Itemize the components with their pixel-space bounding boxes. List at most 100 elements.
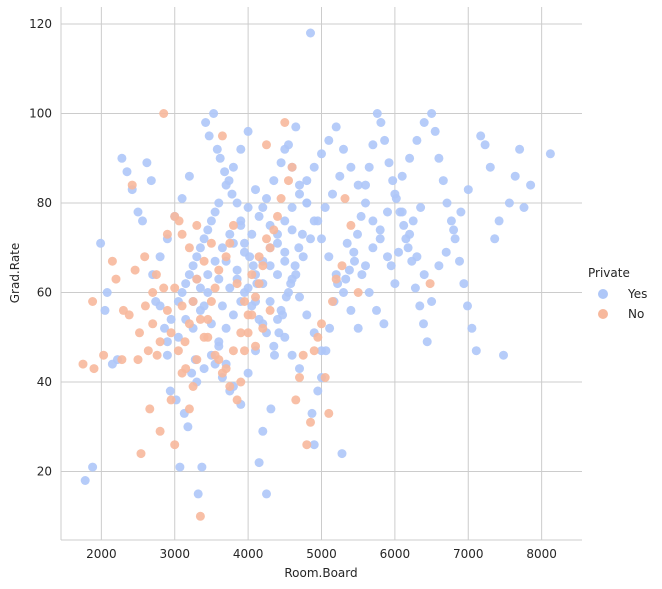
- data-point-no: [130, 265, 140, 275]
- data-point-yes: [324, 252, 334, 262]
- data-point-yes: [320, 203, 330, 212]
- data-point-yes: [379, 319, 389, 329]
- data-point-yes: [258, 203, 268, 212]
- data-point-yes: [324, 135, 334, 145]
- data-point-no: [228, 220, 238, 230]
- data-point-no: [124, 310, 134, 320]
- data-point-yes: [181, 279, 191, 289]
- data-point-yes: [287, 350, 297, 360]
- data-point-yes: [184, 171, 194, 181]
- data-point-yes: [302, 198, 312, 208]
- data-point-yes: [162, 350, 172, 360]
- data-point-no: [177, 301, 187, 311]
- data-point-no: [152, 350, 162, 360]
- data-point-yes: [155, 252, 165, 262]
- data-point-no: [166, 395, 176, 405]
- data-point-yes: [287, 274, 297, 284]
- data-point-yes: [215, 153, 225, 163]
- data-point-no: [89, 364, 99, 374]
- data-point-yes: [526, 180, 536, 190]
- data-point-no: [295, 373, 304, 382]
- data-point-yes: [446, 216, 456, 226]
- x-tick-labels: 2000 3000 4000 5000 6000 7000 8000: [86, 547, 557, 561]
- data-point-yes: [221, 180, 231, 190]
- data-point-no: [425, 279, 435, 289]
- data-point-yes: [545, 149, 555, 159]
- data-point-yes: [383, 252, 392, 262]
- data-point-yes: [262, 489, 271, 499]
- data-point-yes: [204, 131, 214, 141]
- data-point-yes: [353, 323, 363, 333]
- data-point-yes: [376, 118, 386, 127]
- data-point-yes: [459, 279, 469, 289]
- data-point-no: [199, 256, 209, 266]
- data-point-no: [269, 225, 279, 235]
- data-point-yes: [236, 220, 246, 230]
- data-point-yes: [203, 270, 213, 280]
- data-point-yes: [195, 305, 205, 315]
- data-point-yes: [184, 270, 194, 280]
- data-point-no: [203, 314, 213, 324]
- data-point-no: [99, 350, 109, 360]
- data-point-yes: [415, 301, 425, 311]
- data-point-no: [324, 408, 334, 418]
- data-point-yes: [236, 144, 246, 154]
- data-point-yes: [183, 422, 193, 432]
- data-point-yes: [188, 261, 198, 271]
- data-point-no: [214, 265, 224, 275]
- data-point-yes: [228, 162, 238, 172]
- data-point-yes: [309, 162, 319, 172]
- data-point-yes: [290, 261, 300, 271]
- data-point-yes: [317, 149, 326, 159]
- data-point-no: [240, 346, 249, 356]
- data-point-no: [284, 176, 293, 186]
- data-point-no: [155, 426, 165, 436]
- data-point-yes: [100, 305, 110, 315]
- data-point-yes: [254, 211, 264, 221]
- x-tick-label: 4000: [233, 547, 264, 561]
- data-point-no: [247, 270, 257, 280]
- data-point-yes: [295, 180, 304, 190]
- data-point-yes: [463, 185, 473, 195]
- data-point-yes: [372, 109, 382, 118]
- data-point-yes: [317, 234, 326, 244]
- data-point-yes: [280, 247, 290, 257]
- data-point-yes: [295, 364, 304, 374]
- data-point-yes: [214, 341, 224, 351]
- data-point-no: [140, 252, 150, 262]
- data-point-yes: [419, 270, 429, 280]
- data-point-no: [151, 270, 161, 280]
- data-point-yes: [302, 176, 312, 186]
- data-point-no: [203, 332, 213, 342]
- data-point-no: [206, 238, 216, 248]
- data-point-no: [184, 404, 194, 414]
- legend-title: Private: [588, 266, 630, 280]
- data-point-no: [184, 243, 194, 253]
- data-point-yes: [287, 203, 297, 212]
- data-point-yes: [346, 305, 356, 315]
- data-point-no: [159, 283, 169, 293]
- data-point-yes: [298, 252, 308, 262]
- data-point-yes: [449, 225, 459, 235]
- data-point-no: [236, 328, 246, 338]
- data-point-no: [133, 355, 143, 365]
- data-point-yes: [295, 189, 304, 199]
- legend-label-no: No: [628, 307, 644, 321]
- data-point-yes: [438, 176, 448, 186]
- data-point-no: [302, 440, 312, 450]
- x-tick-label: 2000: [86, 547, 117, 561]
- data-point-no: [273, 211, 282, 221]
- data-point-no: [306, 417, 315, 427]
- data-point-yes: [214, 198, 224, 208]
- data-point-no: [188, 382, 198, 391]
- data-point-no: [177, 229, 187, 239]
- data-point-no: [195, 511, 205, 521]
- data-point-no: [117, 355, 127, 365]
- data-point-yes: [102, 288, 112, 297]
- data-point-yes: [266, 404, 276, 414]
- data-point-no: [188, 297, 198, 306]
- data-point-no: [159, 109, 169, 118]
- data-point-yes: [193, 489, 203, 499]
- data-point-yes: [80, 476, 90, 485]
- data-point-yes: [307, 408, 317, 418]
